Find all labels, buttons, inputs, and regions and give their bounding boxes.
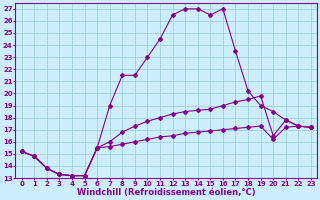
X-axis label: Windchill (Refroidissement éolien,°C): Windchill (Refroidissement éolien,°C) — [77, 188, 256, 197]
